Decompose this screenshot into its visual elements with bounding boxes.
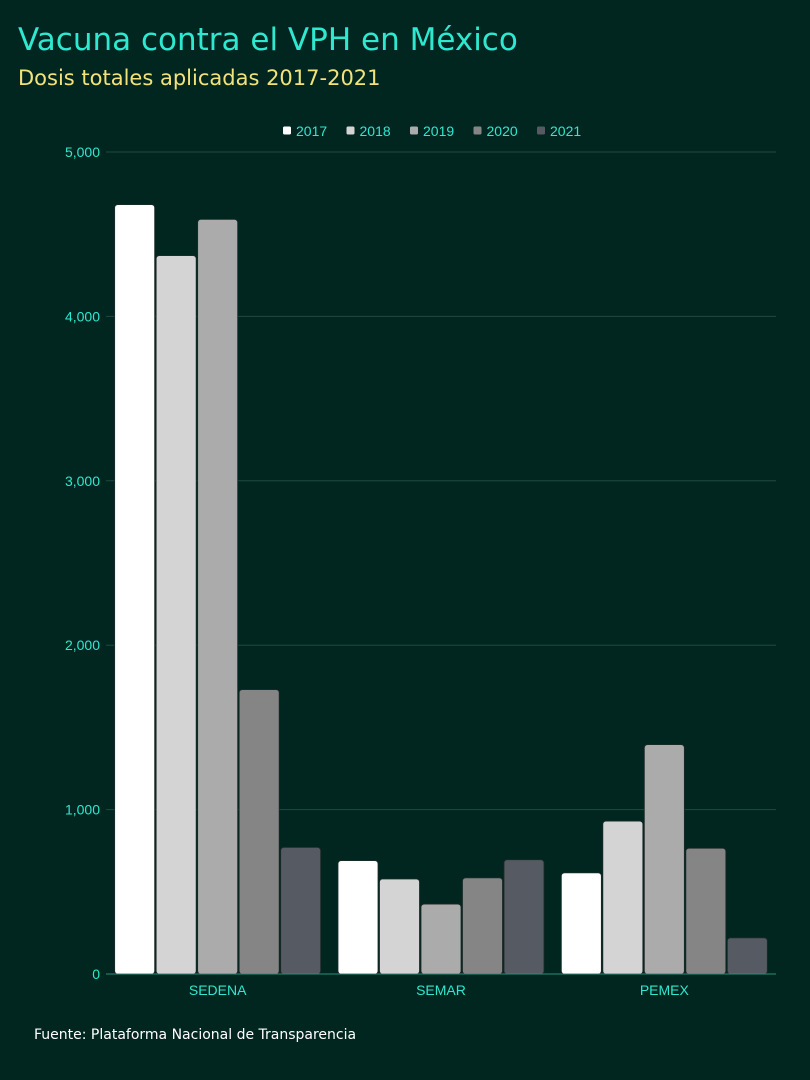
bar (420, 903, 462, 975)
y-tick-label: 0 (92, 966, 100, 982)
legend-swatch (410, 126, 418, 135)
bar (560, 872, 602, 975)
bar (602, 820, 644, 975)
legend-swatch (346, 126, 355, 135)
bar (379, 878, 420, 975)
bar (155, 255, 197, 975)
chart-title: Vacuna contra el VPH en México (18, 22, 518, 58)
y-tick-label: 2,000 (65, 637, 100, 653)
legend-label: 2019 (423, 123, 454, 139)
bar (280, 847, 322, 975)
legend-label: 2020 (487, 123, 518, 139)
y-tick-label: 1,000 (65, 802, 100, 818)
y-tick-label: 3,000 (65, 473, 100, 489)
y-axis-ticks: 0 1,000 2,000 3,000 4,000 5,000 (65, 144, 100, 982)
legend-label: 2021 (550, 123, 581, 139)
legend-label: 2018 (360, 123, 391, 139)
x-category-label: SEMAR (416, 982, 466, 998)
bar (726, 937, 768, 975)
bars (114, 204, 768, 975)
bar (643, 744, 685, 975)
bar (503, 859, 545, 975)
x-category-label: PEMEX (640, 982, 690, 998)
y-tick-label: 5,000 (65, 144, 100, 160)
legend: 2017 2018 2019 2020 2021 (283, 123, 581, 139)
bar (685, 847, 727, 975)
legend-swatch (473, 126, 482, 135)
bar (337, 860, 379, 975)
legend-swatch (283, 126, 291, 135)
bar (114, 204, 156, 975)
y-tick-label: 4,000 (65, 308, 100, 324)
legend-swatch (537, 126, 545, 135)
x-category-label: SEDENA (189, 982, 247, 998)
bar (462, 877, 503, 975)
source-note: Fuente: Plataforma Nacional de Transpare… (34, 1027, 357, 1043)
x-axis-labels: SEDENA SEMAR PEMEX (189, 982, 690, 998)
legend-label: 2017 (296, 123, 327, 139)
bar (238, 689, 280, 975)
chart-subtitle: Dosis totales aplicadas 2017-2021 (18, 66, 381, 90)
bar (197, 219, 239, 975)
